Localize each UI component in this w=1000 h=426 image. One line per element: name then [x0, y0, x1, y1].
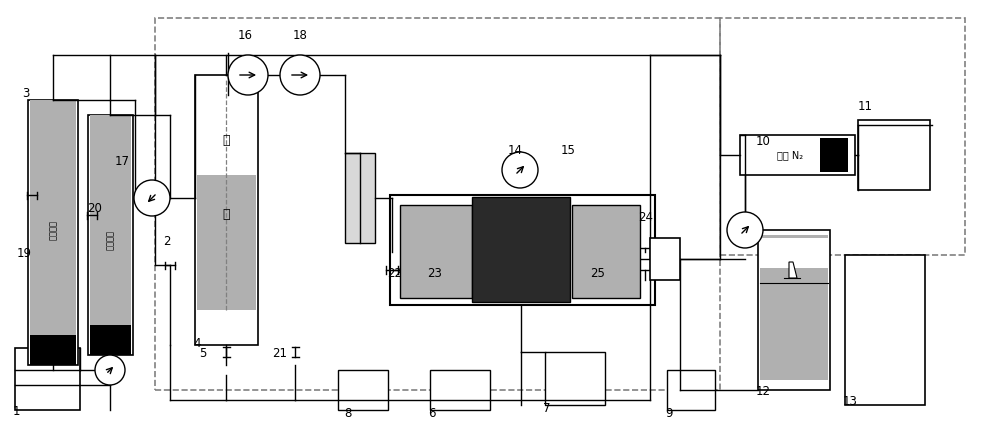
Text: 4: 4 — [193, 337, 200, 350]
Bar — [720, 18, 965, 255]
Bar — [90, 325, 131, 355]
Circle shape — [502, 152, 538, 188]
Bar — [858, 120, 930, 190]
Bar — [30, 100, 76, 340]
Text: 12: 12 — [756, 385, 771, 398]
Bar — [667, 370, 715, 410]
Bar — [430, 370, 490, 410]
Text: 15: 15 — [561, 144, 576, 157]
Text: 13: 13 — [843, 395, 858, 408]
Bar — [845, 255, 925, 405]
Text: 高压水样: 高压水样 — [48, 220, 58, 240]
Bar — [88, 115, 133, 355]
Circle shape — [134, 180, 170, 216]
Text: 8: 8 — [344, 407, 351, 420]
Text: 25: 25 — [590, 267, 605, 280]
Text: 6: 6 — [428, 407, 436, 420]
Text: 2: 2 — [163, 235, 170, 248]
Circle shape — [727, 212, 763, 248]
Text: 高压 N₂: 高压 N₂ — [777, 150, 803, 160]
Text: 24: 24 — [638, 211, 653, 224]
Text: 17: 17 — [115, 155, 130, 168]
Bar — [758, 230, 830, 390]
Bar — [90, 115, 131, 330]
Text: 高压气样: 高压气样 — [106, 230, 114, 250]
Text: 7: 7 — [543, 402, 550, 415]
Text: 9: 9 — [665, 407, 672, 420]
Text: 18: 18 — [293, 29, 308, 42]
Bar — [740, 135, 855, 175]
Circle shape — [280, 55, 320, 95]
Text: 23: 23 — [427, 267, 442, 280]
Bar — [197, 175, 256, 310]
Text: 22: 22 — [387, 267, 402, 280]
Bar — [400, 205, 472, 298]
Bar — [30, 335, 76, 365]
Text: 20: 20 — [87, 202, 102, 215]
Circle shape — [95, 355, 125, 385]
Text: 水: 水 — [222, 208, 230, 222]
Bar — [28, 100, 78, 365]
Circle shape — [228, 55, 268, 95]
Bar — [390, 195, 655, 305]
Bar — [345, 153, 375, 243]
Text: 3: 3 — [22, 87, 29, 100]
Text: 5: 5 — [199, 347, 206, 360]
Bar — [820, 138, 848, 172]
Text: 1: 1 — [13, 405, 20, 418]
Bar — [650, 238, 680, 280]
Bar — [195, 75, 258, 345]
Bar — [472, 197, 570, 302]
Text: 11: 11 — [858, 100, 873, 113]
Bar — [15, 348, 80, 410]
Bar — [760, 235, 828, 380]
Bar — [155, 18, 720, 390]
Text: 14: 14 — [508, 144, 523, 157]
Polygon shape — [789, 262, 797, 278]
Bar — [760, 238, 828, 268]
Bar — [545, 352, 605, 405]
Text: 21: 21 — [272, 347, 287, 360]
Text: 气: 气 — [222, 133, 230, 147]
Text: 16: 16 — [238, 29, 253, 42]
Bar — [338, 370, 388, 410]
Text: 10: 10 — [756, 135, 771, 148]
Bar — [572, 205, 640, 298]
Text: 19: 19 — [17, 247, 32, 260]
